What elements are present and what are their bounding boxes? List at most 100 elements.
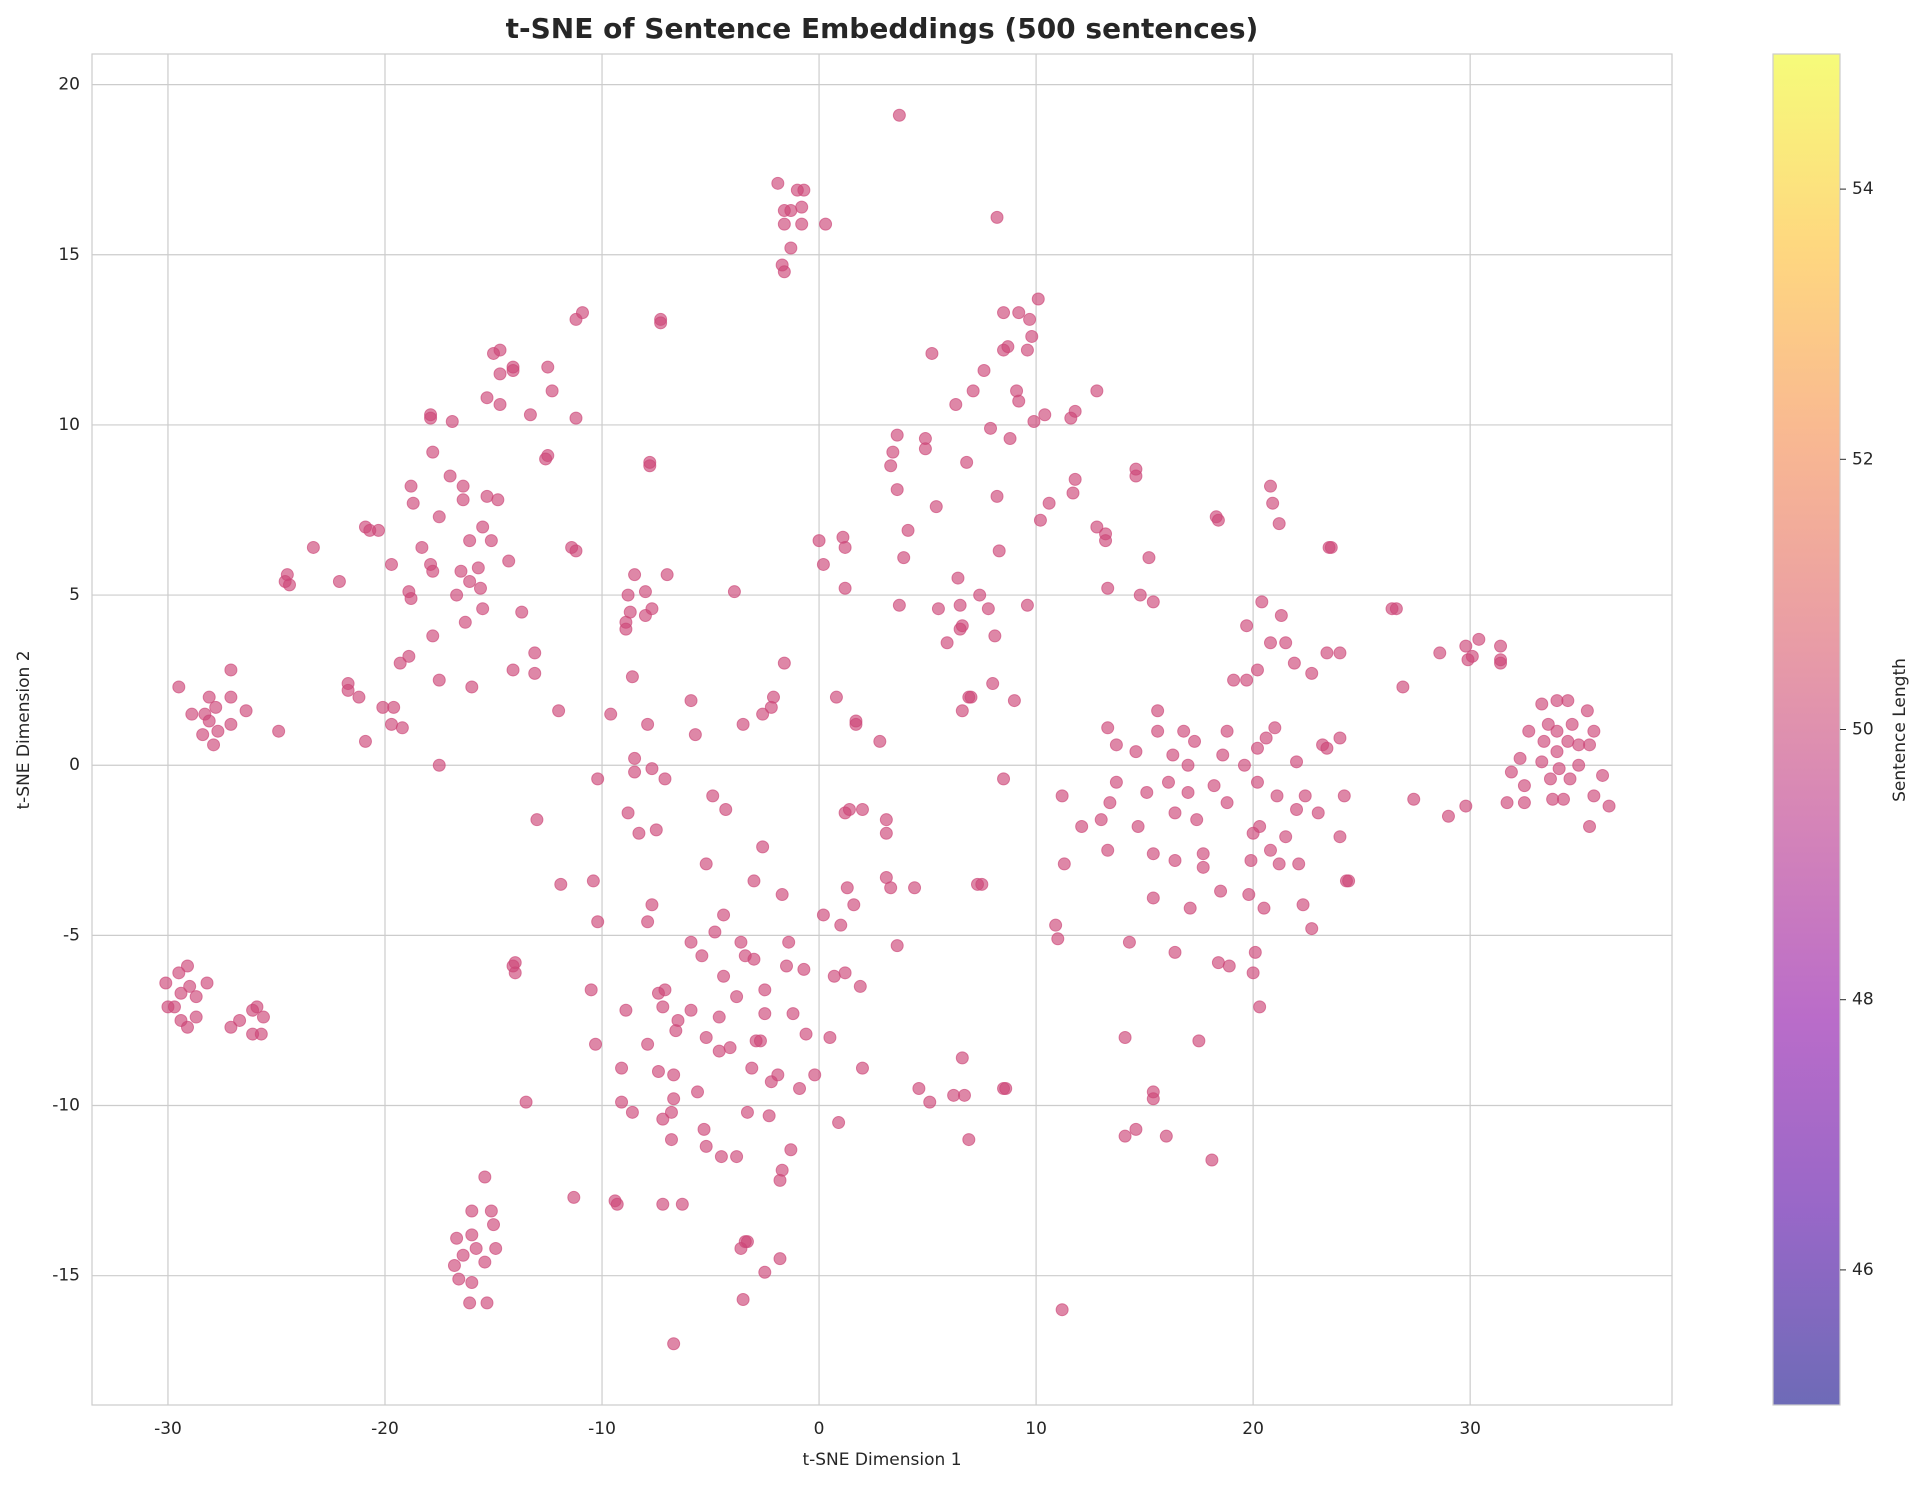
point — [569, 544, 583, 558]
point — [465, 1228, 479, 1242]
point — [947, 1088, 961, 1102]
point — [717, 969, 731, 983]
point — [708, 925, 722, 939]
point — [1168, 806, 1182, 820]
point — [233, 1013, 247, 1027]
point — [1020, 343, 1034, 357]
point — [753, 1034, 767, 1048]
point — [1168, 945, 1182, 959]
chart-title: t-SNE of Sentence Embeddings (500 senten… — [506, 12, 1259, 45]
point — [1537, 734, 1551, 748]
point — [623, 605, 637, 619]
point — [1259, 731, 1273, 745]
point — [957, 1088, 971, 1102]
point — [1001, 340, 1015, 354]
point — [491, 493, 505, 507]
point — [167, 1000, 181, 1014]
point — [519, 1095, 533, 1109]
point — [1188, 734, 1202, 748]
point — [908, 881, 922, 895]
point — [771, 1068, 785, 1082]
point — [819, 217, 833, 231]
point — [1337, 789, 1351, 803]
point — [901, 523, 915, 537]
point — [172, 680, 186, 694]
point — [1068, 472, 1082, 486]
point — [502, 554, 516, 568]
point — [224, 717, 238, 731]
point — [1556, 792, 1570, 806]
point — [812, 534, 826, 548]
y-tick-label: 10 — [58, 415, 80, 435]
point — [740, 1105, 754, 1119]
point — [747, 874, 761, 888]
point — [1146, 891, 1160, 905]
point — [476, 520, 490, 534]
point — [1546, 792, 1560, 806]
point — [1572, 738, 1586, 752]
point — [667, 1337, 681, 1351]
point — [224, 1020, 238, 1034]
point — [1007, 694, 1021, 708]
point — [1057, 857, 1071, 871]
point — [1290, 755, 1304, 769]
point — [545, 384, 559, 398]
point — [758, 983, 772, 997]
point — [1237, 758, 1251, 772]
point — [855, 1061, 869, 1075]
point — [615, 1095, 629, 1109]
point — [997, 772, 1011, 786]
point — [1211, 956, 1225, 970]
point — [645, 762, 659, 776]
point — [775, 1163, 789, 1177]
x-tick-label: 30 — [1459, 1419, 1481, 1439]
point — [1250, 663, 1264, 677]
point — [1055, 1303, 1069, 1317]
point — [651, 1065, 665, 1079]
point — [465, 1275, 479, 1289]
point — [706, 789, 720, 803]
point — [656, 1197, 670, 1211]
point — [202, 714, 216, 728]
point — [1227, 673, 1241, 687]
point — [1253, 819, 1267, 833]
point — [1320, 646, 1334, 660]
point — [1290, 802, 1304, 816]
point — [1140, 785, 1154, 799]
point — [951, 571, 965, 585]
point — [1214, 884, 1228, 898]
point — [1257, 901, 1271, 915]
point — [949, 398, 963, 412]
point — [1263, 479, 1277, 493]
point — [447, 1258, 461, 1272]
point — [189, 990, 203, 1004]
point — [1181, 785, 1195, 799]
point — [1031, 292, 1045, 306]
point — [1101, 843, 1115, 857]
point — [1279, 830, 1293, 844]
point — [1103, 796, 1117, 810]
point — [456, 1248, 470, 1262]
point — [1535, 755, 1549, 769]
point — [960, 455, 974, 469]
point — [426, 629, 440, 643]
point — [478, 1255, 492, 1269]
point — [402, 649, 416, 663]
point — [426, 564, 440, 578]
point — [658, 772, 672, 786]
point — [604, 707, 618, 721]
point — [1565, 717, 1579, 731]
point — [890, 939, 904, 953]
point — [1441, 809, 1455, 823]
point — [775, 888, 789, 902]
point — [966, 384, 980, 398]
point — [829, 690, 843, 704]
point — [589, 1037, 603, 1051]
point — [432, 758, 446, 772]
point — [584, 983, 598, 997]
point — [1253, 1000, 1267, 1014]
point — [730, 1150, 744, 1164]
point — [628, 568, 642, 582]
point — [628, 765, 642, 779]
point — [480, 489, 494, 503]
